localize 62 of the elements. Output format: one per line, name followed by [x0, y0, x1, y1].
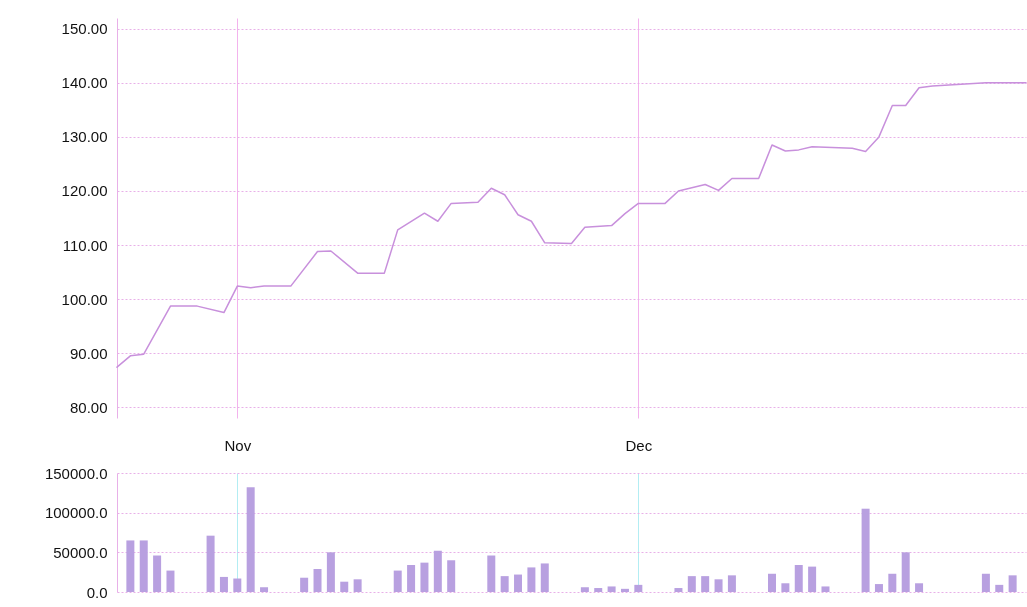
bar — [674, 588, 683, 592]
bar — [139, 540, 148, 592]
bar — [580, 587, 589, 592]
bar — [687, 576, 696, 592]
bar — [768, 573, 777, 592]
y-tick-label: 150.00 — [61, 20, 108, 38]
y-tick-label: 140.00 — [61, 74, 108, 92]
bar — [166, 570, 175, 592]
y-tick-label: 120.00 — [61, 182, 108, 200]
bar — [620, 588, 629, 592]
bar — [393, 570, 402, 592]
bar — [326, 552, 335, 592]
bar — [1008, 575, 1017, 592]
bar — [781, 583, 790, 592]
bar — [233, 578, 242, 592]
bar — [433, 550, 442, 592]
bar — [540, 563, 549, 592]
bar — [500, 576, 509, 592]
bar — [701, 576, 710, 592]
bar — [808, 566, 817, 592]
bar — [634, 584, 643, 592]
bar — [153, 555, 162, 592]
x-tick-label: Nov — [224, 436, 252, 454]
bar — [727, 575, 736, 592]
bar — [901, 552, 910, 592]
bar — [260, 587, 269, 592]
x-tick-label: Dec — [625, 436, 653, 454]
bar — [206, 535, 215, 592]
bar — [420, 562, 429, 592]
bar — [246, 487, 255, 592]
bar — [487, 555, 496, 592]
y-tick-label: 100000.0 — [44, 504, 108, 522]
y-tick-label: 80.00 — [69, 398, 108, 416]
bar — [313, 568, 322, 592]
bar — [861, 508, 870, 592]
bar — [981, 573, 990, 592]
y-tick-label: 50000.0 — [53, 543, 108, 561]
bar — [447, 560, 456, 592]
bar — [607, 586, 616, 592]
bar — [915, 583, 924, 592]
y-tick-label: 110.00 — [62, 236, 108, 254]
y-tick-label: 0.0 — [86, 583, 108, 601]
bar — [888, 573, 897, 592]
bar — [219, 576, 228, 592]
line-series — [116, 82, 1027, 368]
bar — [794, 565, 803, 592]
y-tick-label: 100.00 — [61, 290, 108, 308]
bar — [527, 567, 536, 592]
bar — [594, 588, 603, 592]
bar — [353, 579, 362, 592]
y-tick-label: 90.00 — [69, 344, 108, 362]
bar — [300, 577, 309, 592]
y-tick-label: 150000.0 — [44, 464, 108, 482]
bar — [407, 565, 416, 592]
bar — [714, 579, 723, 592]
bar — [995, 584, 1004, 592]
bar — [821, 586, 830, 592]
bar — [126, 540, 135, 592]
bar — [514, 574, 523, 592]
bar — [340, 581, 349, 592]
y-tick-label: 130.00 — [61, 128, 108, 146]
bar — [874, 584, 883, 592]
